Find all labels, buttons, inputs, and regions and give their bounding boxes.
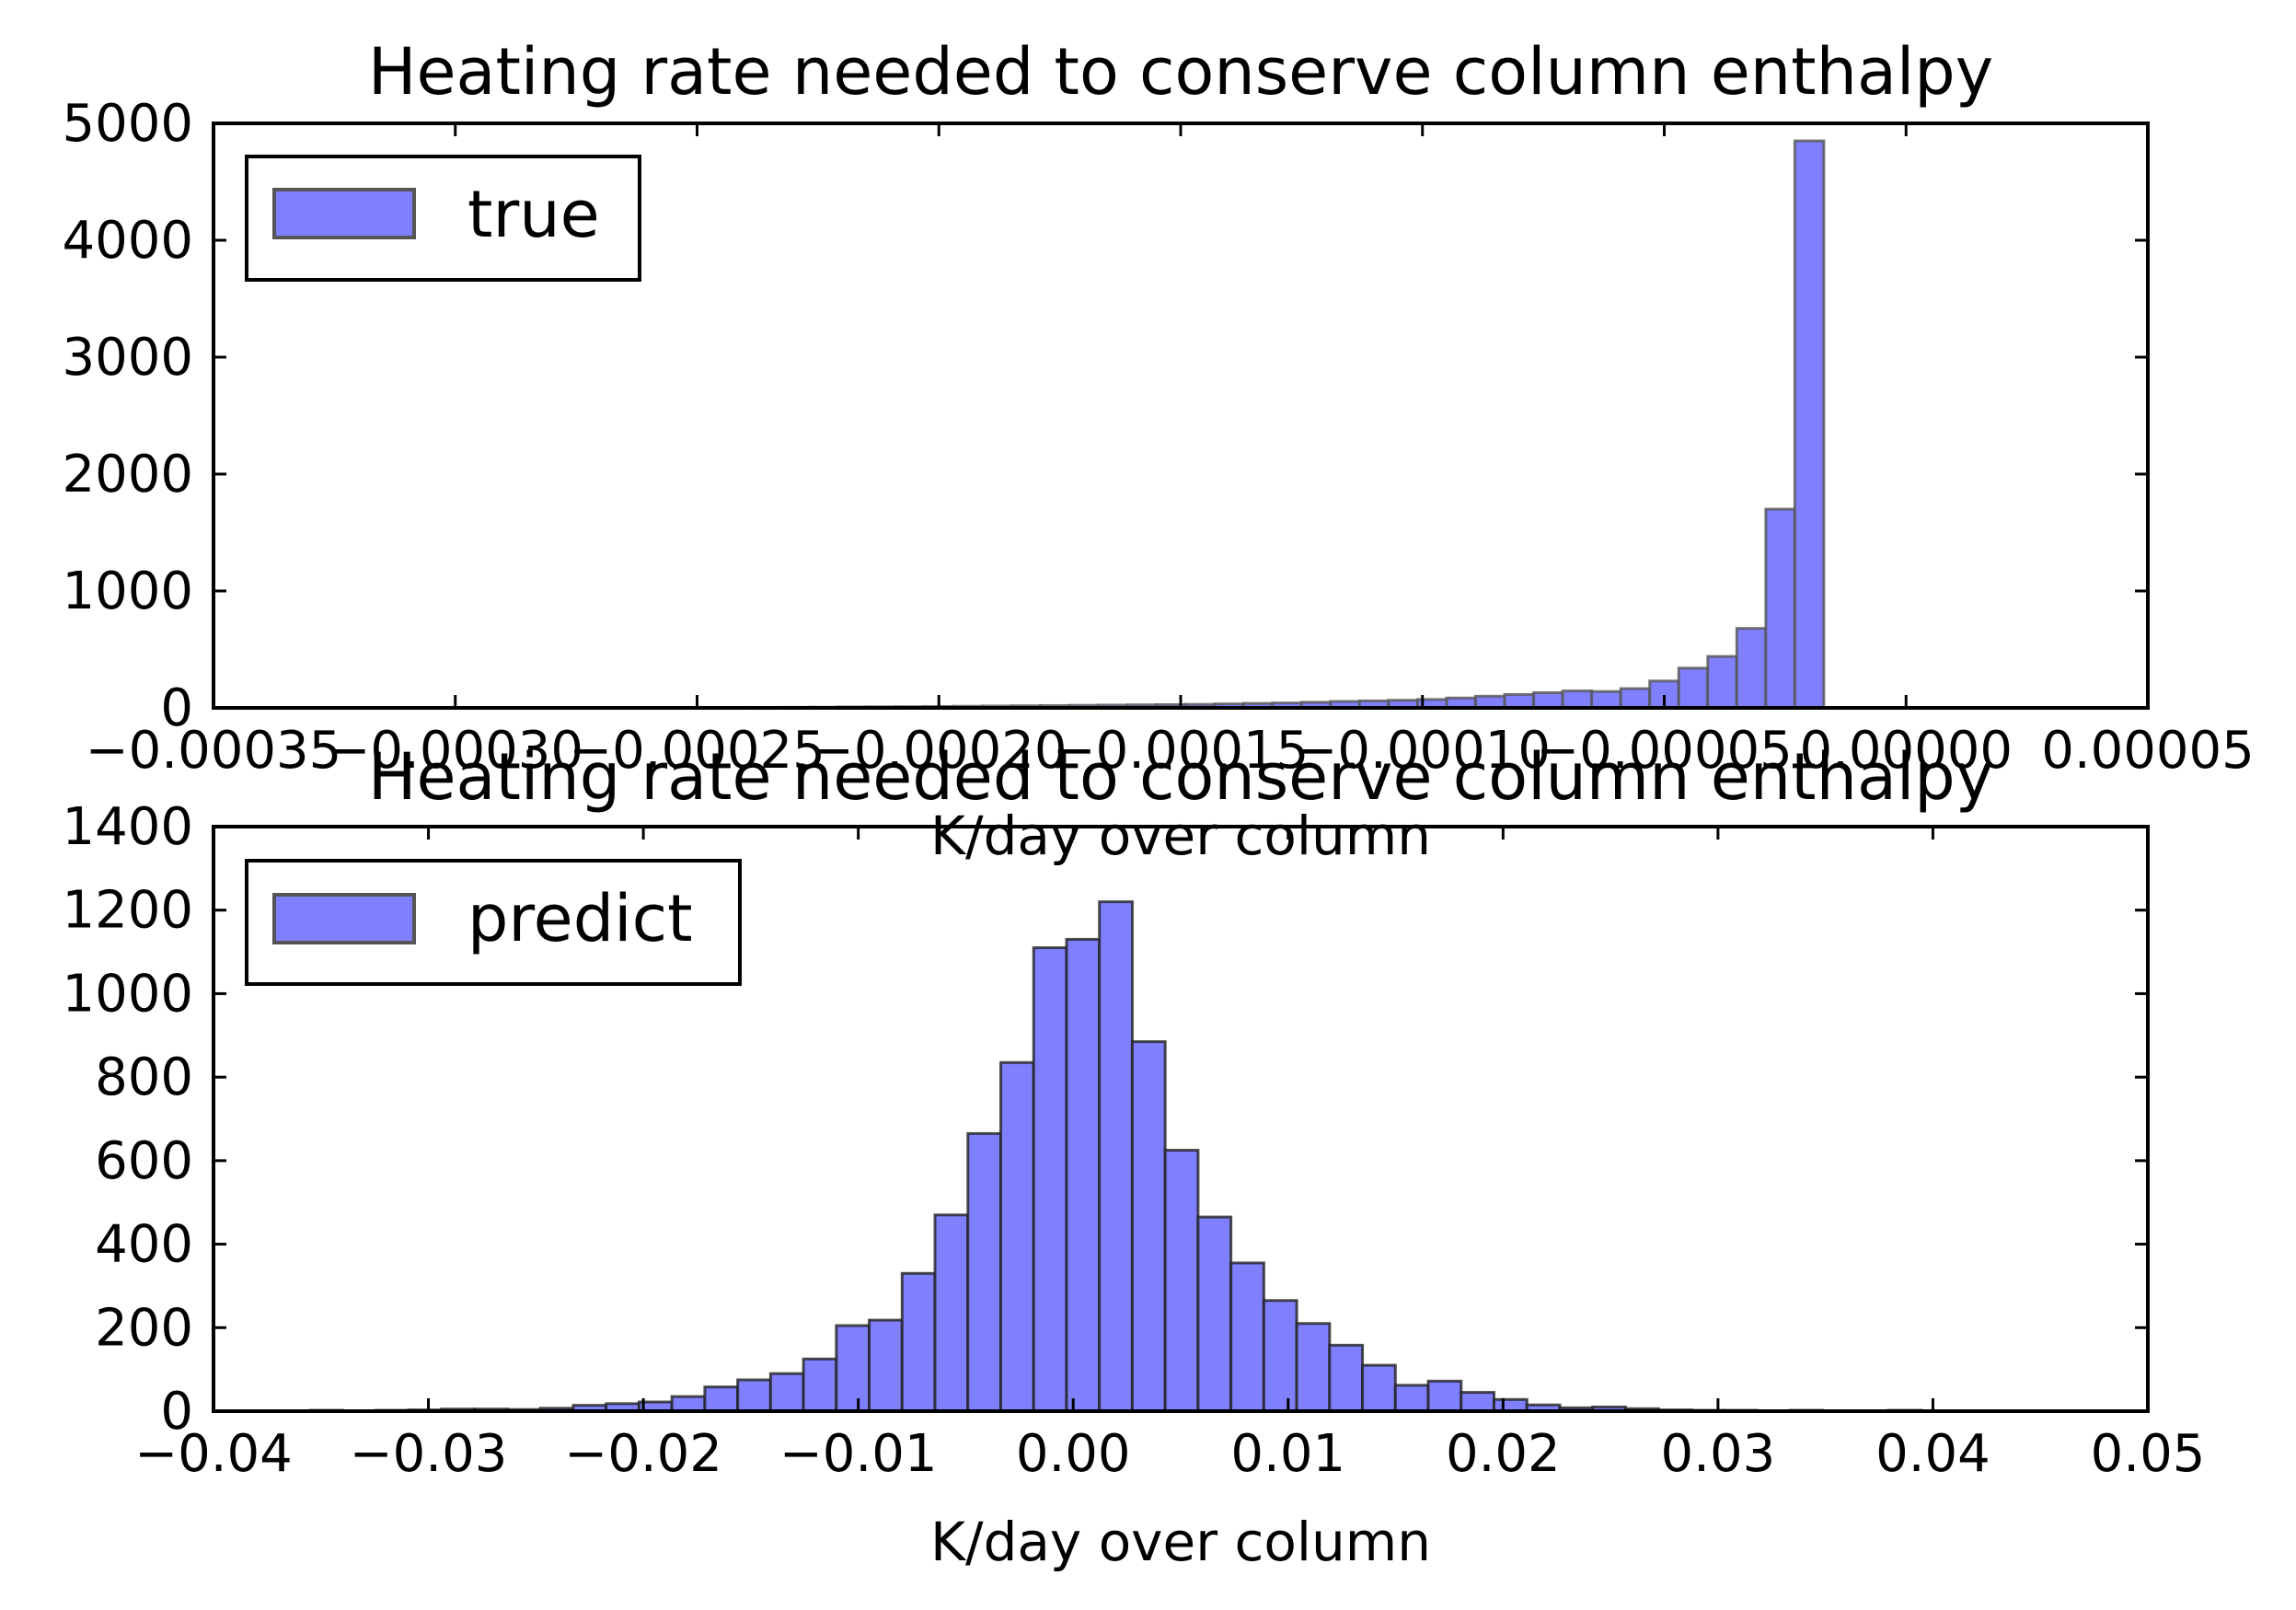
x-tick-label: 0.04: [1875, 1424, 1990, 1484]
legend-label-true: true: [467, 177, 600, 252]
x-tick-label: 0.00000: [1799, 721, 2013, 781]
histogram-bar: [868, 1318, 904, 1413]
histogram-bar: [1460, 1391, 1496, 1413]
histogram-bar: [1426, 1379, 1463, 1413]
y-tick-label: 0: [160, 1382, 193, 1442]
x-tick-label: 0.05: [2091, 1424, 2206, 1484]
histogram-bar: [703, 1385, 740, 1413]
histogram-bar: [1295, 1322, 1332, 1413]
chart-title: Heating rate needed to conserve column e…: [368, 34, 1993, 110]
x-tick-label: 0.03: [1661, 1424, 1776, 1484]
histogram-bar: [736, 1378, 772, 1413]
y-tick-label: 1400: [62, 797, 193, 857]
x-tick-label: −0.00020: [811, 721, 1067, 781]
x-tick-label: −0.03: [350, 1424, 508, 1484]
histogram-bar: [1328, 1343, 1365, 1413]
plot-frame: [212, 825, 2150, 1413]
y-tick-label: 1200: [62, 881, 193, 941]
y-tick-label: 5000: [62, 94, 193, 154]
x-tick-label: −0.00030: [328, 721, 584, 781]
histogram-bar: [1130, 1040, 1167, 1413]
histogram-bar: [1361, 1363, 1397, 1413]
histogram-bar: [1764, 507, 1796, 710]
histogram-bar: [1196, 1215, 1233, 1413]
x-tick-label: −0.00015: [1053, 721, 1310, 781]
x-tick-label: 0.00: [1016, 1424, 1131, 1484]
y-tick-label: 600: [95, 1131, 193, 1191]
y-tick-label: 800: [95, 1048, 193, 1107]
x-tick-labels: −0.04 −0.03 −0.02 −0.01 0.00 0.01 0.02 0.03 0.04…: [134, 1424, 2205, 1484]
y-tick-labels: 0 200 400 600 800 1000 1200 1400: [62, 797, 193, 1442]
histogram-bar: [933, 1213, 970, 1413]
legend-label-predict: predict: [467, 881, 693, 956]
plot-frame: [212, 122, 2150, 710]
histogram-bar: [1262, 1299, 1298, 1413]
legend: true: [245, 155, 641, 282]
x-tick-label: 0.00005: [2041, 721, 2255, 781]
histogram-bar: [1793, 139, 1826, 710]
y-tick-label: 2000: [62, 445, 193, 504]
x-axis-label: K/day over column: [930, 805, 1431, 867]
x-tick-labels: −0.00035−0.00030−0.00025−0.00020−0.00015…: [86, 721, 2255, 781]
legend: predict: [245, 859, 742, 986]
x-tick-label: −0.01: [779, 1424, 938, 1484]
histogram-bar: [1532, 690, 1564, 710]
bar-series-predict: [308, 900, 1956, 1413]
histogram-bar: [802, 1357, 838, 1413]
x-tick-label: −0.00005: [1536, 721, 1793, 781]
chart-predict: Heating rate needed to conserve column e…: [62, 739, 2205, 1573]
legend-swatch-predict: [272, 893, 416, 944]
histogram-bar: [1163, 1149, 1200, 1413]
histogram-bar: [999, 1060, 1035, 1413]
x-tick-label: 0.02: [1446, 1424, 1561, 1484]
histogram-bar: [900, 1271, 937, 1413]
legend-box: [245, 859, 742, 986]
y-tick-label: 200: [95, 1298, 193, 1358]
x-tick-label: 0.01: [1230, 1424, 1345, 1484]
x-tick-label: −0.00025: [569, 721, 825, 781]
histogram-bar: [1735, 627, 1768, 710]
histogram-bar: [1065, 937, 1102, 1413]
chart-title: Heating rate needed to conserve column e…: [368, 739, 1993, 815]
x-tick-label: −0.00010: [1295, 721, 1552, 781]
histogram-bar: [1619, 687, 1652, 710]
histogram-bar: [670, 1395, 707, 1413]
histogram-bar: [1503, 692, 1536, 710]
y-tick-label: 400: [95, 1215, 193, 1275]
y-tick-label: 1000: [62, 562, 193, 621]
histogram-bar: [1561, 689, 1594, 710]
x-axis-label: K/day over column: [930, 1511, 1431, 1573]
x-tick-label: −0.02: [564, 1424, 722, 1484]
y-tick-label: 0: [160, 678, 193, 738]
x-tick-label: −0.00035: [86, 721, 342, 781]
histogram-bar: [835, 1324, 871, 1413]
histogram-bar: [1706, 654, 1738, 710]
y-tick-label: 1000: [62, 964, 193, 1024]
histogram-bar: [768, 1372, 805, 1413]
histogram-bar: [1032, 946, 1068, 1413]
chart-true: Heating rate needed to conserve column e…: [62, 34, 2254, 867]
histogram-bar: [1590, 689, 1622, 710]
histogram-bar: [1098, 900, 1134, 1413]
histogram-bar: [966, 1131, 1003, 1413]
legend-swatch-true: [272, 188, 416, 239]
y-tick-label: 4000: [62, 211, 193, 271]
y-tick-labels: 0 1000 2000 3000 4000 5000: [62, 94, 193, 738]
y-tick-label: 3000: [62, 328, 193, 388]
x-tick-label: −0.04: [134, 1424, 293, 1484]
histogram-bar: [1677, 666, 1710, 710]
histogram-bar: [1229, 1261, 1265, 1413]
histogram-bar: [1393, 1384, 1430, 1413]
